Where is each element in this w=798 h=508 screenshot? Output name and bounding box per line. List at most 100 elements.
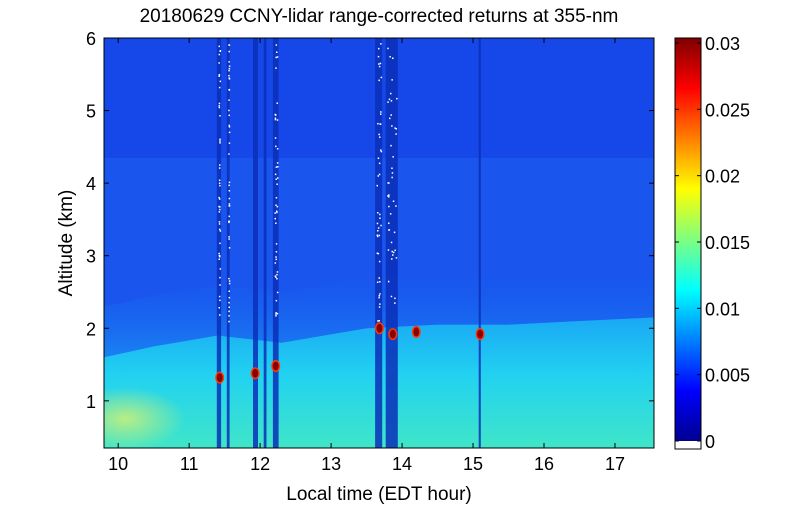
noise-speckle [228, 50, 230, 53]
noise-speckle [379, 213, 381, 216]
noise-speckle [219, 242, 221, 245]
x-tick-label: 15 [463, 454, 483, 474]
noise-speckle [377, 122, 379, 125]
noise-speckle [218, 62, 220, 64]
noise-speckle [377, 55, 380, 58]
noise-speckle [276, 271, 279, 273]
noise-speckle [376, 281, 379, 283]
noise-speckle [228, 78, 231, 80]
noise-speckle [378, 162, 381, 165]
noise-speckle [378, 320, 380, 322]
y-tick-label: 5 [86, 102, 96, 122]
noise-speckle [228, 277, 230, 280]
noise-speckle [378, 296, 380, 299]
signal-drop-column-5 [272, 38, 279, 448]
colorbar-tick-label: 0.015 [705, 233, 750, 253]
noise-speckle [276, 102, 278, 104]
noise-speckle [218, 105, 220, 107]
noise-speckle [276, 51, 278, 53]
heatmap-area [104, 38, 654, 448]
noise-speckle [379, 217, 381, 219]
noise-speckle [388, 205, 390, 208]
noise-speckle [379, 123, 381, 125]
noise-speckle [377, 212, 379, 214]
noise-speckle [218, 198, 221, 200]
noise-speckle [275, 315, 277, 317]
noise-speckle [275, 243, 278, 245]
noise-speckle [389, 213, 392, 215]
noise-speckle [228, 142, 231, 144]
noise-speckle [392, 57, 394, 59]
noise-speckle [378, 65, 381, 68]
morning-aerosol-peak [104, 386, 186, 448]
noise-speckle [275, 145, 277, 148]
noise-speckle [228, 280, 231, 282]
noise-speckle [274, 113, 276, 116]
noise-speckle [276, 312, 279, 315]
noise-speckle [378, 133, 380, 136]
noise-speckle [393, 231, 396, 234]
noise-speckle [277, 166, 279, 168]
noise-speckle [380, 43, 382, 45]
noise-speckle [219, 164, 221, 166]
noise-speckle [219, 208, 221, 211]
noise-speckle [394, 249, 396, 252]
noise-speckle [228, 236, 230, 238]
x-tick-label: 11 [180, 454, 199, 474]
cloud-return-7 [477, 329, 484, 339]
noise-speckle [395, 257, 398, 259]
colorbar-tick-label: 0 [705, 432, 715, 452]
noise-speckle [387, 195, 389, 197]
noise-speckle [380, 224, 382, 227]
noise-speckle [388, 229, 390, 231]
chart-title: 20180629 CCNY-lidar range-corrected retu… [140, 6, 619, 27]
noise-speckle [275, 222, 277, 224]
noise-speckle [228, 184, 230, 187]
noise-speckle [377, 252, 380, 255]
noise-speckle [218, 86, 221, 89]
noise-speckle [228, 247, 231, 249]
noise-speckle [274, 217, 276, 220]
noise-speckle [377, 175, 379, 177]
signal-drop-column-6 [375, 38, 383, 448]
noise-speckle [388, 196, 390, 198]
noise-speckle [218, 223, 221, 225]
signal-drop-column-4 [263, 38, 267, 448]
noise-speckle [275, 312, 277, 314]
noise-speckle [275, 166, 278, 168]
noise-speckle [218, 295, 221, 298]
noise-speckle [390, 100, 393, 102]
cloud-return-5 [389, 329, 396, 339]
noise-speckle [276, 210, 278, 212]
noise-speckle [395, 133, 397, 135]
noise-speckle [395, 128, 397, 130]
noise-speckle [219, 184, 221, 187]
colorbar-zero-bin [675, 441, 701, 449]
noise-speckle [228, 310, 230, 313]
noise-speckle [228, 190, 231, 192]
noise-speckle [228, 65, 231, 67]
noise-speckle [228, 203, 231, 205]
noise-speckle [276, 56, 279, 58]
noise-speckle [380, 113, 382, 115]
noise-speckle [276, 162, 279, 164]
noise-speckle [378, 306, 381, 308]
x-axis: 10 11 12 13 14 15 16 17 [108, 38, 625, 474]
noise-speckle [228, 221, 230, 224]
noise-speckle [378, 47, 380, 50]
noise-speckle [387, 101, 389, 103]
signal-drops [216, 38, 481, 448]
noise-speckle [378, 277, 380, 279]
noise-speckle [218, 221, 221, 223]
noise-speckle [228, 114, 230, 117]
noise-speckle [388, 222, 390, 224]
noise-speckle [219, 50, 221, 52]
noise-speckle [379, 303, 381, 305]
y-tick-label: 4 [86, 174, 96, 194]
noise-speckle [228, 131, 231, 134]
x-tick-label: 12 [250, 454, 270, 474]
noise-speckle [219, 284, 221, 286]
noise-speckle [228, 44, 231, 46]
noise-speckle [276, 278, 278, 280]
noise-speckle [218, 252, 220, 255]
